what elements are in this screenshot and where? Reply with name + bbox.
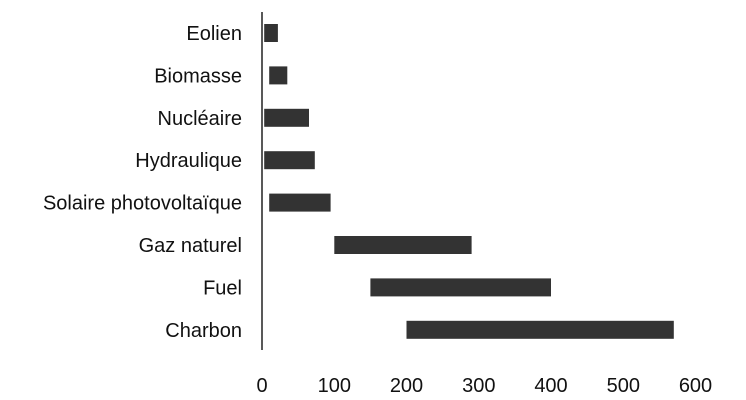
category-label-charbon: Charbon bbox=[165, 320, 242, 342]
bar-eolien bbox=[264, 24, 278, 42]
x-tick-label-300: 300 bbox=[462, 375, 495, 397]
bar-nucleaire bbox=[264, 108, 309, 127]
x-tick-label-200: 200 bbox=[390, 375, 423, 397]
category-label-hydraulique: Hydraulique bbox=[135, 150, 242, 172]
x-tick-label-500: 500 bbox=[607, 375, 640, 397]
bar-charbon bbox=[406, 320, 674, 339]
category-label-fuel: Fuel bbox=[203, 277, 242, 299]
bar-fuel bbox=[370, 278, 551, 297]
category-label-gaz-naturel: Gaz naturel bbox=[139, 235, 242, 257]
category-label-eolien: Eolien bbox=[186, 23, 242, 45]
x-tick-label-100: 100 bbox=[318, 375, 351, 397]
x-tick-label-400: 400 bbox=[534, 375, 567, 397]
x-tick-labels: 0 100 200 300 400 500 600 bbox=[256, 375, 712, 397]
bar-biomasse bbox=[269, 66, 288, 85]
bars-layer bbox=[264, 24, 674, 339]
bar-hydraulique bbox=[264, 151, 315, 170]
category-labels: Eolien Biomasse Nucléaire Hydraulique Solair… bbox=[43, 23, 242, 342]
category-label-solaire-photovoltaique: Solaire photovoltaïque bbox=[43, 193, 242, 215]
category-label-nucleaire: Nucléaire bbox=[158, 108, 242, 130]
x-tick-label-600: 600 bbox=[679, 375, 712, 397]
x-tick-label-0: 0 bbox=[256, 375, 267, 397]
bar-solaire-photovoltaique bbox=[269, 193, 331, 212]
bar-gaz-naturel bbox=[334, 236, 472, 254]
category-label-biomasse: Biomasse bbox=[154, 65, 242, 87]
